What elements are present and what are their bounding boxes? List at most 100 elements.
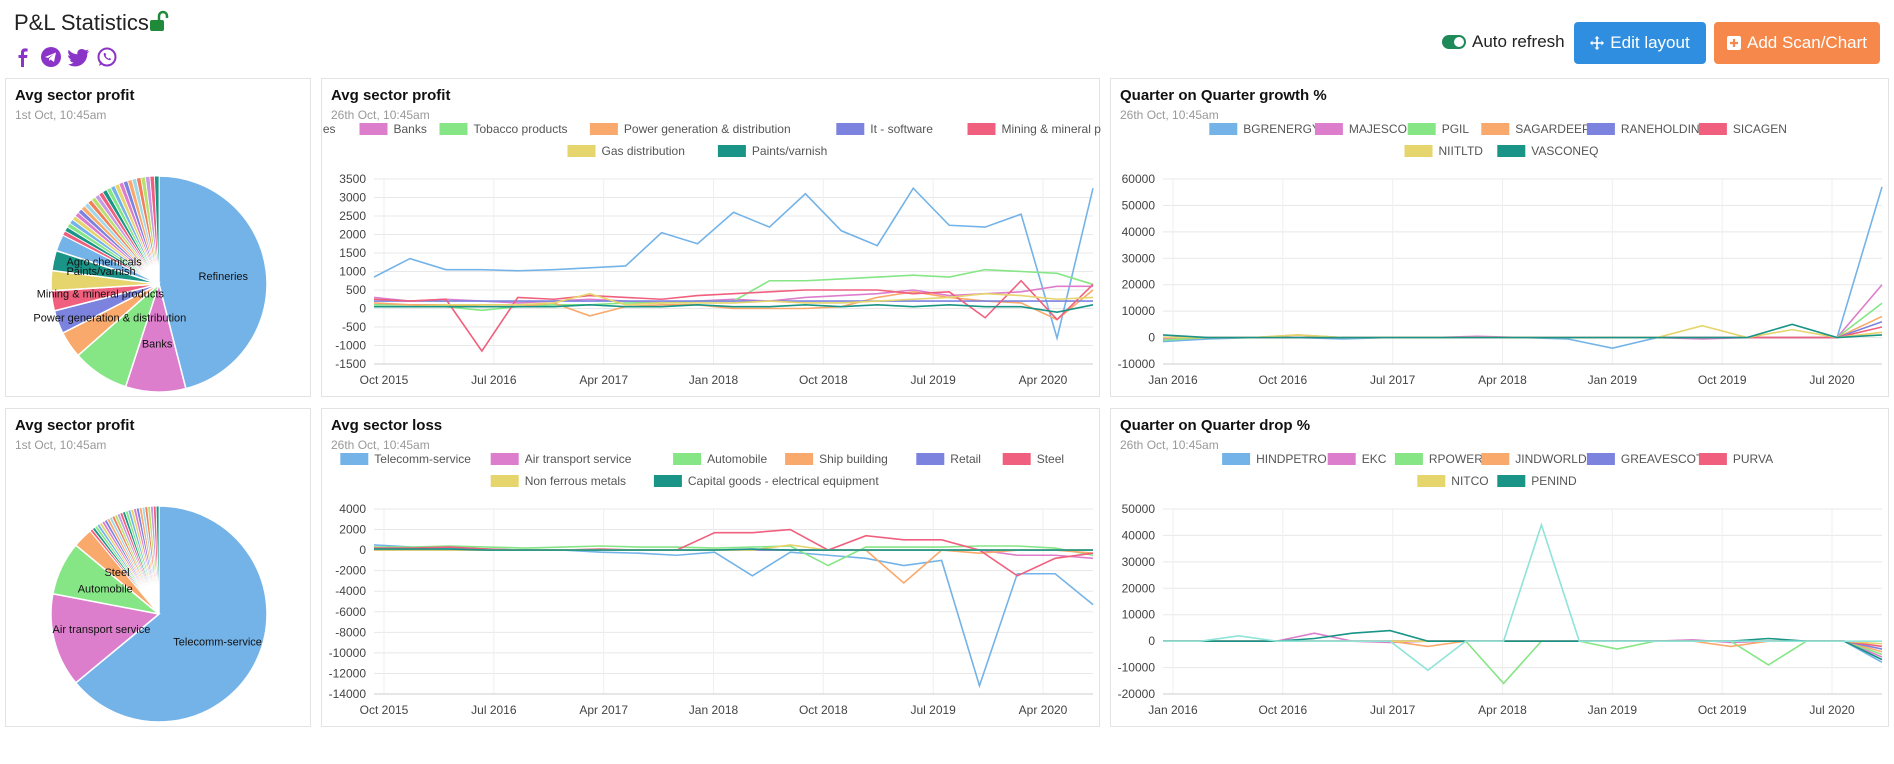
legend-item-tobacco-products[interactable]: Tobacco products bbox=[474, 122, 568, 136]
legend-swatch bbox=[967, 123, 996, 135]
series-line-majesco[interactable] bbox=[1162, 284, 1883, 340]
series-line-mining-mineral-products[interactable] bbox=[373, 279, 1094, 353]
legend-item-automobile[interactable]: Automobile bbox=[707, 452, 767, 466]
series-line-paints-varnish[interactable] bbox=[374, 303, 1094, 314]
edit-layout-button[interactable]: Edit layout bbox=[1574, 22, 1706, 64]
telegram-icon[interactable] bbox=[40, 46, 62, 68]
legend-item-purva[interactable]: PURVA bbox=[1733, 452, 1773, 466]
line-chart[interactable]: BGRENERGY MAJESCO PGIL SAGARDEEP RANEHOLDIN S… bbox=[1111, 79, 1890, 398]
pie-slice-other[interactable] bbox=[155, 505, 160, 615]
facebook-icon[interactable] bbox=[12, 46, 34, 68]
series-line-hindpetro[interactable] bbox=[1163, 640, 1883, 663]
unlock-icon[interactable] bbox=[148, 10, 170, 37]
legend-item-telecomm-service[interactable]: Telecomm-service bbox=[374, 452, 471, 466]
series-line-rpower[interactable] bbox=[1163, 640, 1883, 685]
series-line-penind[interactable] bbox=[1163, 629, 1883, 661]
legend-swatch bbox=[836, 123, 865, 135]
auto-refresh-toggle[interactable]: Auto refresh bbox=[1442, 32, 1565, 52]
legend-item-steel[interactable]: Steel bbox=[1037, 452, 1064, 466]
legend-item-non-ferrous-metals[interactable]: Non ferrous metals bbox=[525, 474, 626, 488]
legend-item-power-generation-distribution[interactable]: Power generation & distribution bbox=[624, 122, 791, 136]
pie-slice-refineries[interactable] bbox=[158, 175, 268, 390]
y-tick-label: 0 bbox=[1148, 331, 1155, 345]
twitter-icon[interactable] bbox=[68, 46, 90, 68]
legend-item-retail[interactable]: Retail bbox=[950, 452, 981, 466]
y-tick-label: 20000 bbox=[1122, 278, 1156, 292]
legend-item-gas-distribution[interactable]: Gas distribution bbox=[602, 144, 685, 158]
legend-item-raneholdin[interactable]: RANEHOLDIN bbox=[1621, 122, 1700, 136]
whatsapp-icon[interactable] bbox=[96, 46, 118, 68]
legend-swatch bbox=[1497, 475, 1526, 487]
legend-item-air-transport-service[interactable]: Air transport service bbox=[525, 452, 632, 466]
legend-item-it-software[interactable]: It - software bbox=[870, 122, 933, 136]
series-line-ship-building[interactable] bbox=[374, 549, 1094, 585]
legend-item-hindpetro[interactable]: HINDPETRO bbox=[1256, 452, 1327, 466]
legend-item-mining-mineral-products[interactable]: Mining & mineral products bbox=[1002, 122, 1141, 136]
panel-qoq-growth: Quarter on Quarter growth % 26th Oct, 10… bbox=[1110, 78, 1889, 397]
series-line-jindworld[interactable] bbox=[1163, 640, 1883, 653]
legend-item-bgrenergy[interactable]: BGRENERGY bbox=[1243, 122, 1320, 136]
add-scan-chart-button[interactable]: Add Scan/Chart bbox=[1714, 22, 1880, 64]
x-tick-label: Oct 2018 bbox=[799, 703, 848, 717]
legend-item-niitltd[interactable]: NIITLTD bbox=[1439, 144, 1484, 158]
y-tick-label: -14000 bbox=[329, 687, 367, 701]
legend-item-greavescot[interactable]: GREAVESCOT bbox=[1621, 452, 1704, 466]
panel-title: Avg sector profit bbox=[15, 87, 135, 104]
legend-item-jindworld[interactable]: JINDWORLD bbox=[1515, 452, 1587, 466]
series-line-gas-distribution[interactable] bbox=[374, 292, 1094, 308]
pie-label: Power generation & distribution bbox=[33, 312, 186, 324]
legend-item-nitco[interactable]: NITCO bbox=[1451, 474, 1488, 488]
toggle-switch-icon[interactable] bbox=[1442, 35, 1466, 49]
x-tick-label: Apr 2017 bbox=[579, 373, 628, 387]
panel-title: Quarter on Quarter growth % bbox=[1120, 87, 1327, 104]
series-line-steel[interactable] bbox=[374, 528, 1094, 577]
legend-item-refineries[interactable]: Refineries bbox=[282, 122, 336, 136]
line-chart[interactable]: Refineries Banks Tobacco products Power gen… bbox=[247, 79, 1141, 398]
series-line-automobile[interactable] bbox=[374, 545, 1094, 567]
legend-item-sagardeep[interactable]: SAGARDEEP bbox=[1515, 122, 1590, 136]
legend-item-banks[interactable]: Banks bbox=[394, 122, 427, 136]
legend-swatch bbox=[439, 123, 468, 135]
series-line-ekc[interactable] bbox=[1163, 632, 1883, 658]
x-tick-label: Apr 2020 bbox=[1019, 703, 1068, 717]
pie-chart[interactable]: Telecomm-service Air transport service Aut… bbox=[6, 409, 312, 728]
y-tick-label: -10000 bbox=[1118, 661, 1156, 675]
legend-item-ship-building[interactable]: Ship building bbox=[819, 452, 888, 466]
pie-label: Air transport service bbox=[53, 624, 151, 636]
series-line-telecomm-service[interactable] bbox=[373, 544, 1094, 689]
legend-item-pgil[interactable]: PGIL bbox=[1442, 122, 1470, 136]
x-tick-label: Apr 2018 bbox=[1478, 703, 1527, 717]
legend-item-ekc[interactable]: EKC bbox=[1362, 452, 1387, 466]
legend-item-rpower[interactable]: RPOWER bbox=[1429, 452, 1483, 466]
panel-title: Avg sector profit bbox=[15, 417, 135, 434]
series-line-extra[interactable] bbox=[1163, 522, 1882, 672]
legend-swatch bbox=[1481, 123, 1510, 135]
pie-slice-other[interactable] bbox=[154, 175, 160, 285]
pie-chart[interactable]: Refineries Banks Power generation & distri… bbox=[6, 79, 312, 398]
x-tick-label: Jul 2019 bbox=[910, 373, 956, 387]
y-tick-label: 40000 bbox=[1122, 528, 1156, 542]
series-line-capital-goods-electrical-equipment[interactable] bbox=[374, 548, 1093, 551]
legend-item-penind[interactable]: PENIND bbox=[1531, 474, 1577, 488]
series-line-refineries[interactable] bbox=[373, 186, 1094, 342]
series-line-niitltd[interactable] bbox=[1163, 324, 1883, 339]
legend-item-capital-goods-electrical-equipment[interactable]: Capital goods - electrical equipment bbox=[688, 474, 879, 488]
legend-item-paints-varnish[interactable]: Paints/varnish bbox=[752, 144, 827, 158]
legend-swatch bbox=[1698, 123, 1727, 135]
legend-swatch bbox=[1698, 453, 1727, 465]
legend-item-sicagen[interactable]: SICAGEN bbox=[1733, 122, 1787, 136]
y-tick-label: 50000 bbox=[1122, 198, 1156, 212]
series-line-pgil[interactable] bbox=[1162, 302, 1883, 342]
line-chart[interactable]: HINDPETRO EKC RPOWER JINDWORLD GREAVESCOT PUR… bbox=[1111, 409, 1890, 728]
legend-item-majesco[interactable]: MAJESCO bbox=[1349, 122, 1407, 136]
series-line-vasconeq[interactable] bbox=[1162, 323, 1883, 339]
line-chart[interactable]: Telecomm-service Air transport service Aut… bbox=[322, 409, 1101, 728]
legend-swatch bbox=[1481, 453, 1510, 465]
series-line-greavescot[interactable] bbox=[1163, 640, 1883, 650]
pie-slice-air-transport-service[interactable] bbox=[50, 592, 161, 684]
series-line-sagardeep[interactable] bbox=[1163, 315, 1883, 339]
series-line-bgrenergy[interactable] bbox=[1162, 186, 1883, 349]
x-tick-label: Jan 2018 bbox=[689, 703, 739, 717]
legend-item-vasconeq[interactable]: VASCONEQ bbox=[1531, 144, 1598, 158]
pie-slice-telecomm-service[interactable] bbox=[74, 505, 268, 723]
